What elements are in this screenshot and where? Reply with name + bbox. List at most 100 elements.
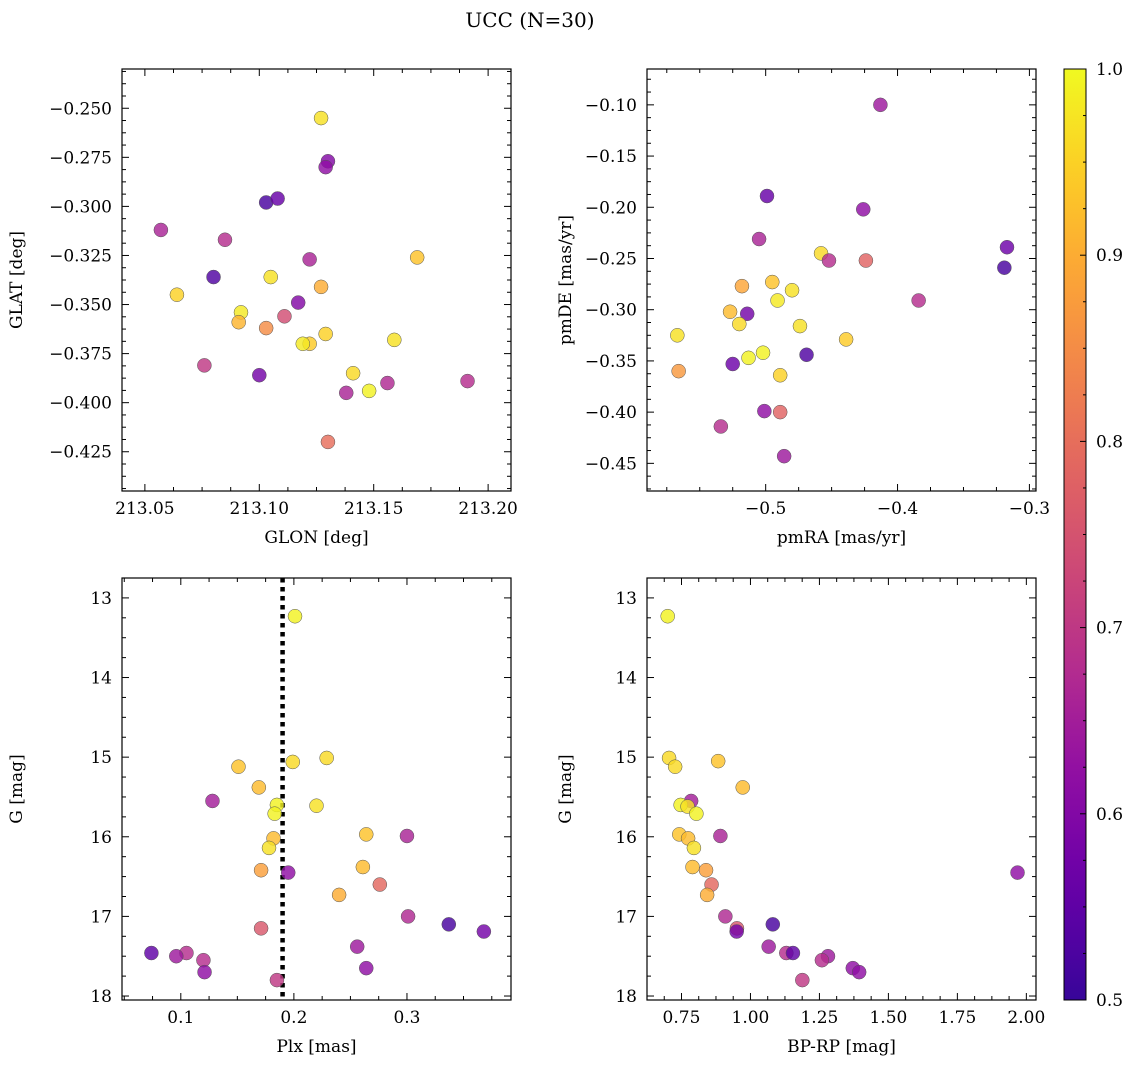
x-tick-label: 1.50 [869,1008,907,1028]
scatter-point [814,952,830,968]
scatter-point [153,222,169,238]
scatter-point [739,306,755,322]
axes-frame [121,68,512,492]
scatter-point [734,278,750,294]
colorbar-tick-label: 0.9 [1096,246,1123,266]
scatter-point [169,948,184,964]
scatter-point [770,293,785,308]
scatter-point [761,939,776,954]
scatter-point [267,806,282,821]
x-axis-label: pmRA [mas/yr] [777,528,906,548]
scatter-point [277,309,292,324]
scatter-point [319,750,334,766]
colorbar-tick-label: 0.6 [1096,805,1123,825]
y-axis-label: pmDE [mas/yr] [556,215,576,345]
scatter-point [851,964,867,980]
scatter-point [821,253,837,268]
scatter-point [741,350,756,366]
scatter-point [355,859,371,875]
scatter-point [460,373,475,389]
scatter-point [280,865,296,880]
scatter-point [765,917,781,932]
y-tick-label: 15 [615,748,637,768]
scatter-point [318,326,333,342]
scatter-point [784,282,800,298]
colorbar-tick-label: 0.8 [1096,432,1123,452]
colorbar-gradient [1064,69,1086,1000]
x-tick-label: 213.10 [230,499,289,519]
y-tick-label: −0.375 [49,345,112,365]
axes-frame [646,577,1037,1001]
scatter-point [302,252,317,267]
scatter-point [206,269,221,285]
y-tick-label: −0.275 [49,148,112,168]
scatter-point [258,320,274,336]
scatter-point [729,924,744,939]
scatter-point [670,328,685,343]
scatter-point [313,279,329,295]
y-tick-label: 18 [90,987,112,1007]
scatter-point [689,806,704,821]
ticks [122,69,511,491]
y-tick-label: 17 [615,907,637,927]
scatter-point [313,110,329,126]
scatter-point [856,202,871,217]
scatter-point [792,318,808,334]
scatter-points [144,608,492,988]
scatter-point [320,434,336,450]
scatter-point [251,780,267,795]
scatter-point [253,862,269,878]
scatter-point [671,363,686,379]
scatter-point [710,753,726,769]
scatter-point [253,921,269,936]
x-tick-label: 0.1 [167,1008,194,1028]
scatter-point [838,332,854,347]
scatter-point [799,347,814,363]
y-tick-label: −0.40 [585,403,637,423]
y-tick-label: 18 [615,987,637,1007]
y-tick-label: −0.10 [585,96,637,116]
y-tick-label: −0.20 [585,198,637,218]
scatter-points [660,608,1025,988]
ticks [122,577,511,1000]
scatter-point [795,972,810,988]
scatter-point [231,759,246,774]
scatter-point [309,798,324,813]
y-tick-label: 15 [90,748,112,768]
y-axis-label: G [mag] [556,754,576,823]
y-tick-label: −0.350 [49,296,112,316]
scatter-point [372,877,388,892]
scatter-point [660,608,675,624]
scatter-point [685,859,700,875]
ticks [647,69,1036,491]
y-tick-label: −0.45 [585,454,637,474]
scatter-point [1010,865,1025,880]
x-tick-label: −0.5 [745,499,786,519]
ticks [646,577,1036,1000]
y-tick-label: 16 [90,828,112,848]
y-tick-label: −0.250 [49,99,112,119]
y-tick-label: 14 [615,669,637,689]
scatter-point [399,828,415,844]
scatter-point [169,287,185,302]
scatter-point [263,269,278,285]
scatter-point [873,97,888,113]
figure-title: UCC (N=30) [465,8,594,32]
scatter-point [359,960,374,976]
scatter-point [759,188,775,204]
scatter-point [698,862,714,878]
x-axis-label: BP-RP [mag] [787,1037,896,1057]
scatter-point [713,828,728,844]
scatter-point [765,274,780,290]
scatter-point [409,250,425,265]
x-tick-label: −0.3 [1009,499,1050,519]
scatter-point [997,260,1012,275]
scatter-point [338,385,354,401]
scatter-point [197,964,212,980]
scatter-point [699,887,715,903]
scatter-point [713,419,729,434]
scatter-point [197,358,212,373]
scatter-point [349,939,365,954]
scatter-point [686,840,702,856]
x-tick-label: 213.05 [115,499,174,519]
